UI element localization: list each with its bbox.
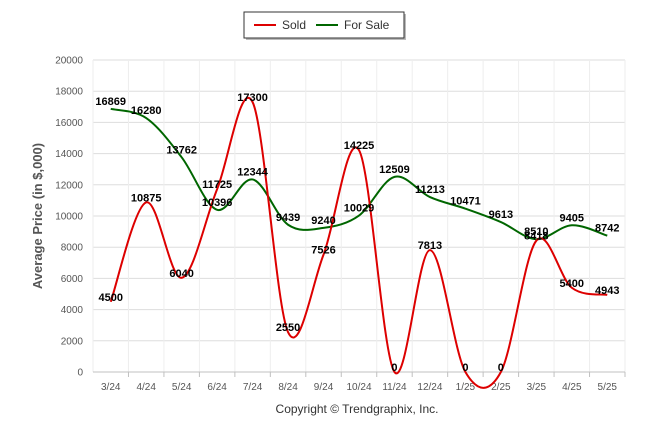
data-labels: 4500 10875 6040 11725 17300 2550 7526 14225 0 781… — [95, 92, 619, 374]
y-tick-label: 8000 — [61, 243, 84, 254]
data-label-sold: 4500 — [98, 292, 122, 304]
x-tick-label: 1/25 — [456, 382, 476, 393]
axes: 0 2000 4000 6000 8000 10000 12000 14000 16000 180… — [55, 56, 626, 393]
x-tick-label: 6/24 — [207, 382, 227, 393]
grid — [92, 59, 626, 373]
data-label-sold: 11725 — [202, 179, 232, 191]
data-label-for-sale: 12344 — [237, 166, 268, 178]
data-label-sold: 4943 — [595, 285, 619, 297]
y-tick-label: 4000 — [61, 305, 84, 316]
data-label-sold: 7526 — [311, 245, 335, 257]
y-tick-label: 14000 — [55, 149, 83, 160]
data-label-for-sale: 9439 — [276, 212, 300, 224]
x-tick-label: 3/25 — [527, 382, 547, 393]
data-label-sold: 7813 — [418, 240, 442, 252]
x-tick-label: 11/24 — [382, 382, 407, 393]
x-tick-label: 3/24 — [101, 382, 121, 393]
data-label-for-sale: 10029 — [344, 203, 375, 215]
x-tick-label: 10/24 — [346, 382, 371, 393]
data-label-for-sale: 11213 — [415, 184, 445, 196]
copyright-credit: Copyright © Trendgraphix, Inc. — [276, 402, 439, 416]
legend-label-sold[interactable]: Sold — [282, 18, 306, 32]
series-line-for-sale — [110, 107, 608, 241]
data-label-for-sale: 10396 — [202, 197, 233, 209]
y-tick-label: 2000 — [61, 336, 84, 347]
y-axis-label: Average Price (in $,000) — [30, 143, 45, 289]
x-tick-label: 2/25 — [491, 382, 511, 393]
data-label-sold: 0 — [462, 362, 468, 374]
data-label-for-sale: 9240 — [311, 215, 335, 227]
data-label-for-sale: 9405 — [560, 212, 584, 224]
x-tick-label: 8/24 — [278, 382, 298, 393]
x-tick-label: 5/24 — [172, 382, 192, 393]
data-label-sold: 2550 — [276, 322, 300, 334]
data-label-for-sale: 9613 — [489, 209, 513, 221]
x-tick-label: 4/25 — [562, 382, 582, 393]
series-line-sold — [109, 97, 608, 389]
data-label-for-sale: 12509 — [379, 164, 410, 176]
data-label-sold: 0 — [498, 362, 504, 374]
data-label-sold: 17300 — [237, 92, 268, 104]
data-label-for-sale: 16280 — [131, 105, 162, 117]
x-tick-label: 4/24 — [136, 382, 156, 393]
y-tick-label: 18000 — [55, 87, 83, 98]
y-tick-label: 12000 — [55, 180, 83, 191]
y-tick-label: 20000 — [55, 56, 83, 67]
data-label-for-sale: 16869 — [95, 96, 126, 108]
x-tick-label: 5/25 — [598, 382, 618, 393]
y-tick-label: 0 — [77, 368, 83, 379]
data-label-for-sale: 8510 — [524, 226, 548, 238]
data-label-for-sale: 8742 — [595, 223, 619, 235]
data-label-sold: 5400 — [560, 278, 584, 290]
data-label-for-sale: 10471 — [450, 196, 481, 208]
data-label-sold: 8418 — [524, 231, 548, 243]
x-tick-label: 12/24 — [417, 382, 442, 393]
legend-label-for-sale[interactable]: For Sale — [344, 18, 390, 32]
x-tick-label: 9/24 — [314, 382, 334, 393]
data-label-sold: 10875 — [131, 192, 162, 204]
data-label-sold: 0 — [391, 362, 397, 374]
data-label-sold: 6040 — [169, 268, 193, 280]
data-label-sold: 14225 — [344, 140, 375, 152]
data-label-for-sale: 13762 — [166, 144, 197, 156]
series — [109, 97, 608, 389]
y-tick-label: 6000 — [61, 274, 84, 285]
x-tick-label: 7/24 — [243, 382, 263, 393]
y-tick-label: 16000 — [55, 118, 83, 129]
legend: Sold For Sale — [243, 11, 406, 40]
y-tick-label: 10000 — [55, 212, 83, 223]
